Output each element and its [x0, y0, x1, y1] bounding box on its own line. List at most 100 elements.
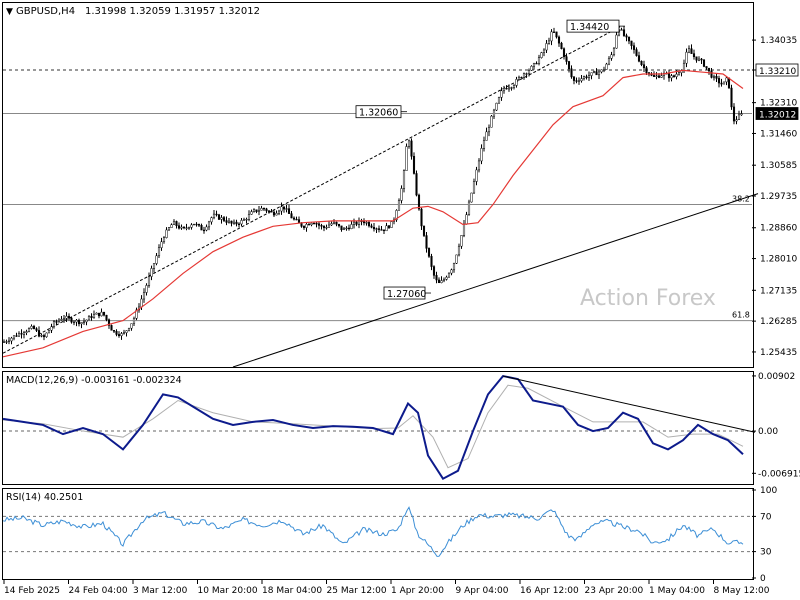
- candle-body: [322, 226, 326, 228]
- candle-body: [97, 312, 101, 317]
- candle-body: [542, 49, 546, 53]
- candle-body: [510, 87, 513, 89]
- candle-body: [672, 75, 676, 77]
- candle-body: [232, 221, 236, 224]
- candle-body: [545, 43, 548, 51]
- candle-body: [240, 220, 243, 225]
- candle-body: [412, 156, 416, 174]
- candle-body: [642, 64, 646, 69]
- time-tick-label: 16 Apr 12:00: [520, 586, 579, 596]
- candle-body: [235, 221, 238, 225]
- price-axis: 1.34035 1.33210 1.32310 1.31460 1.30585 1.297…: [752, 36, 799, 358]
- macd-tick-label: -0.006915: [758, 469, 800, 479]
- macd-axis: 0.00902 0.00 -0.006915: [752, 372, 800, 479]
- time-tick-label: 24 Feb 04:00: [69, 586, 128, 596]
- candle-body: [295, 218, 298, 221]
- candle-body: [340, 225, 343, 231]
- candle-body: [707, 67, 711, 72]
- candle-body: [227, 220, 231, 223]
- candle-body: [180, 226, 183, 229]
- candle-body: [590, 72, 593, 76]
- candle-body: [567, 61, 571, 70]
- candle-body: [495, 102, 498, 111]
- price-marker: [755, 63, 799, 77]
- candle-body: [692, 53, 696, 58]
- candle-body: [170, 224, 173, 228]
- macd-line: [2, 374, 744, 481]
- price-tick-label: 1.29735: [760, 192, 797, 202]
- candle-body: [505, 88, 508, 90]
- candle-body: [522, 73, 526, 78]
- candle-body: [220, 217, 223, 220]
- candle-body: [50, 326, 53, 331]
- candle-body: [395, 210, 398, 221]
- candle-body: [307, 224, 311, 226]
- candle-body: [737, 114, 741, 120]
- candle-body: [160, 241, 163, 248]
- time-tick-label: 10 Mar 20:00: [198, 586, 258, 596]
- candle-body: [362, 221, 366, 224]
- candle-body: [472, 181, 476, 194]
- price-tick-label: 1.34035: [760, 36, 797, 46]
- candle-body: [417, 194, 421, 210]
- candle-body: [502, 88, 506, 92]
- candle-body: [695, 56, 698, 61]
- candle-body: [730, 87, 733, 108]
- candle-body: [475, 169, 478, 182]
- price-tick-label: 1.32310: [760, 99, 797, 109]
- candle-body: [130, 323, 133, 329]
- candle-body: [557, 36, 561, 44]
- ma-line: [2, 69, 744, 358]
- candle-body: [85, 319, 88, 323]
- candle-body: [32, 326, 36, 329]
- candle-body: [325, 227, 328, 229]
- macd-panel-frame: [2, 371, 754, 485]
- candle-body: [27, 328, 31, 332]
- candle-body: [520, 76, 523, 79]
- candle-body: [115, 331, 118, 335]
- candle-body: [52, 321, 56, 328]
- candle-body: [637, 55, 641, 62]
- candle-body: [272, 211, 276, 216]
- candle-body: [682, 62, 686, 71]
- candle-body: [355, 221, 358, 225]
- candle-body: [337, 223, 341, 227]
- candle-body: [197, 223, 201, 226]
- candle-body: [402, 170, 406, 189]
- candle-body: [710, 70, 713, 78]
- candle-body: [740, 113, 743, 116]
- candle-body: [397, 200, 401, 211]
- candle-body: [122, 332, 126, 334]
- time-tick-label: 25 Mar 12:00: [327, 586, 387, 596]
- candle-body: [387, 225, 391, 228]
- price-tick-label: 1.27135: [760, 286, 797, 296]
- candle-body: [352, 221, 356, 225]
- candle-body: [450, 269, 453, 274]
- candle-body: [532, 62, 536, 67]
- candle-body: [25, 331, 28, 333]
- candle-body: [282, 206, 286, 210]
- candle-body: [265, 208, 268, 212]
- candle-body: [702, 59, 706, 67]
- time-tick-label: 3 Mar 12:00: [133, 586, 188, 596]
- candle-body: [145, 285, 148, 293]
- candle-body: [410, 140, 413, 157]
- candle-body: [205, 226, 208, 231]
- candle-body: [670, 75, 673, 79]
- candle-body: [420, 208, 423, 227]
- candle-body: [600, 69, 603, 73]
- collapse-triangle-icon[interactable]: ▼: [6, 7, 13, 17]
- time-axis: 14 Feb 2025 24 Feb 04:00 3 Mar 12:00 10 Mar…: [3, 580, 770, 596]
- macd-layer: [2, 374, 756, 481]
- candle-body: [125, 330, 128, 333]
- candle-body: [422, 225, 426, 236]
- annotation-label: 1.27060: [387, 289, 426, 300]
- annotation-boxes: 1.34420 1.32060 1.27060: [355, 19, 625, 300]
- candle-body: [652, 75, 656, 77]
- candle-body: [287, 208, 291, 214]
- candle-body: [280, 206, 283, 212]
- candle-body: [485, 131, 488, 141]
- candle-body: [712, 76, 716, 78]
- candle-body: [65, 315, 68, 319]
- candle-body: [317, 223, 321, 226]
